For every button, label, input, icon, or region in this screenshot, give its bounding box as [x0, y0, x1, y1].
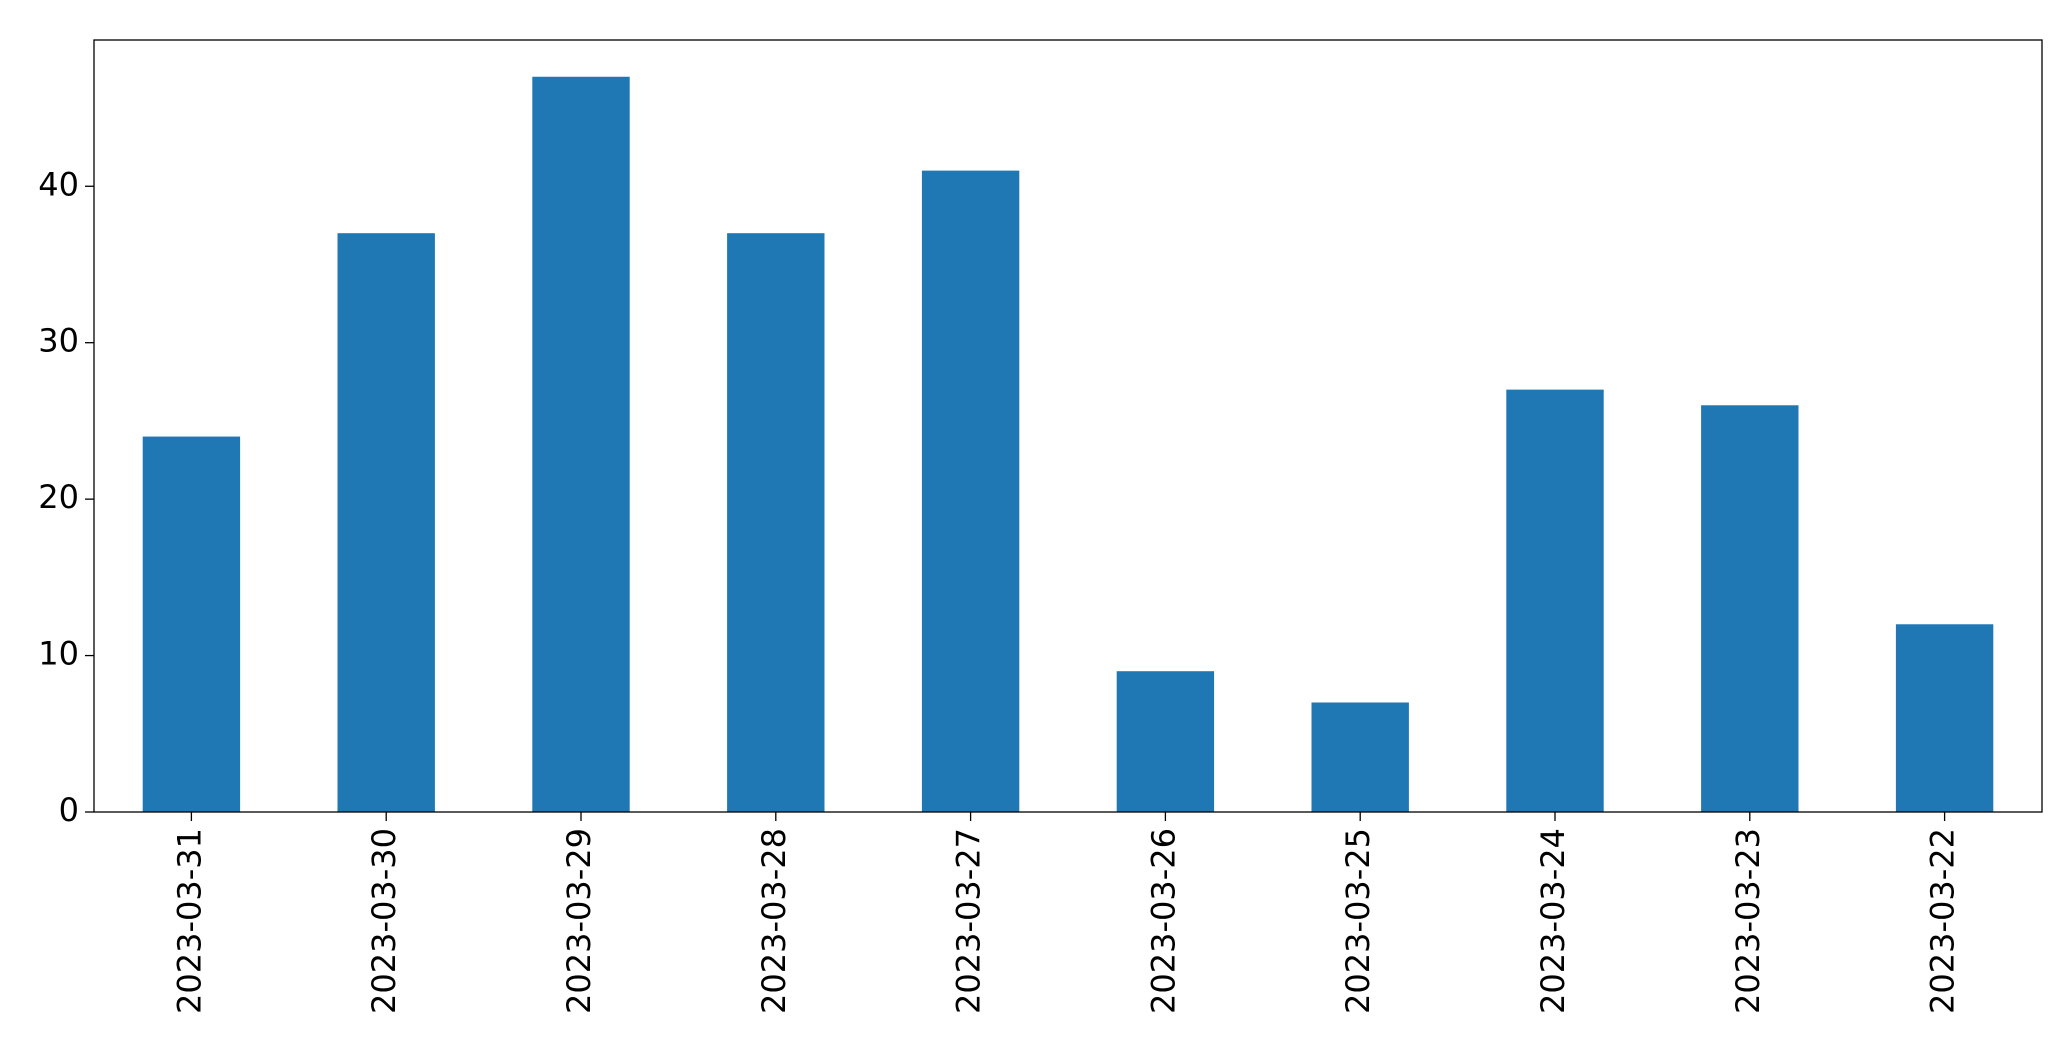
bar: [1116, 671, 1215, 812]
x-tick-label: 2023-03-24: [1534, 828, 1572, 1014]
bar: [727, 233, 825, 812]
bar: [921, 170, 1020, 813]
x-tick-label: 2023-03-22: [1924, 828, 1962, 1014]
y-tick-label: 40: [38, 165, 79, 203]
x-tick-label: 2023-03-31: [170, 828, 208, 1014]
bar: [1506, 389, 1604, 812]
x-tick-label: 2023-03-28: [755, 828, 793, 1014]
bar: [1701, 405, 1799, 812]
y-tick-label: 0: [59, 791, 79, 829]
bar: [142, 436, 241, 812]
y-tick-label: 20: [38, 478, 79, 516]
x-tick-label: 2023-03-30: [365, 828, 403, 1014]
plot-frame: [93, 39, 2043, 813]
x-tick-label: 2023-03-26: [1144, 828, 1182, 1014]
x-tick-label: 2023-03-25: [1339, 828, 1377, 1014]
x-tick-label: 2023-03-27: [950, 828, 988, 1014]
bar: [1311, 702, 1409, 812]
y-tick-label: 30: [38, 322, 79, 360]
x-tick-label: 2023-03-29: [560, 828, 598, 1014]
bar: [1895, 624, 1994, 812]
bar: [337, 233, 435, 812]
bar: [532, 76, 630, 812]
x-tick-label: 2023-03-23: [1729, 828, 1767, 1014]
y-tick-label: 10: [38, 635, 79, 673]
